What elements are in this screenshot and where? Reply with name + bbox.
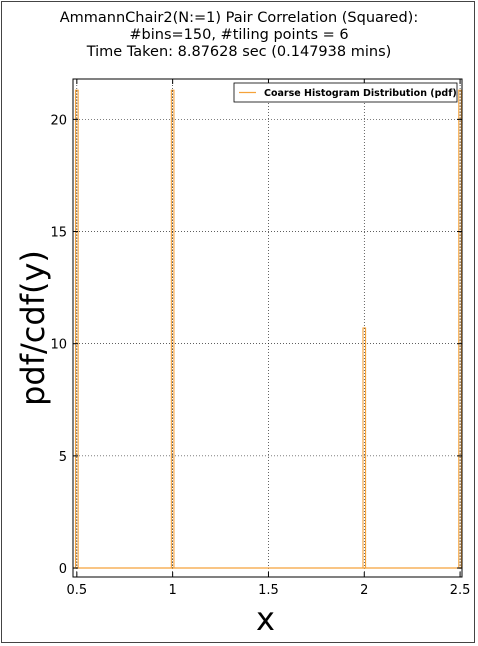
legend-box xyxy=(233,82,458,103)
chart-title-line-2: #bins=150, #tiling points = 6 xyxy=(129,27,349,43)
legend-label: Coarse Histogram Distribution (pdf) xyxy=(264,88,457,99)
x-axis-label: x xyxy=(256,600,275,638)
plot-area-frame xyxy=(72,78,463,578)
x-tick-label: 1 xyxy=(169,583,177,598)
x-tick-label: 2 xyxy=(360,583,368,598)
y-tick-label: 15 xyxy=(50,226,67,241)
y-tick-label: 0 xyxy=(59,562,67,577)
chart-title-line-1: AmmannChair2(N:=1) Pair Correlation (Squ… xyxy=(59,10,419,26)
y-axis-label: pdf/cdf(y) xyxy=(14,250,52,406)
y-tick-label: 20 xyxy=(50,113,67,128)
y-tick-label: 5 xyxy=(59,450,67,465)
y-tick-label: 10 xyxy=(50,338,67,353)
chart-title-line-3: Time Taken: 8.87628 sec (0.147938 mins) xyxy=(86,44,392,60)
x-tick-label: 2.5 xyxy=(450,583,471,598)
x-tick-label: 1.5 xyxy=(258,583,279,598)
x-tick-label: 0.5 xyxy=(66,583,87,598)
